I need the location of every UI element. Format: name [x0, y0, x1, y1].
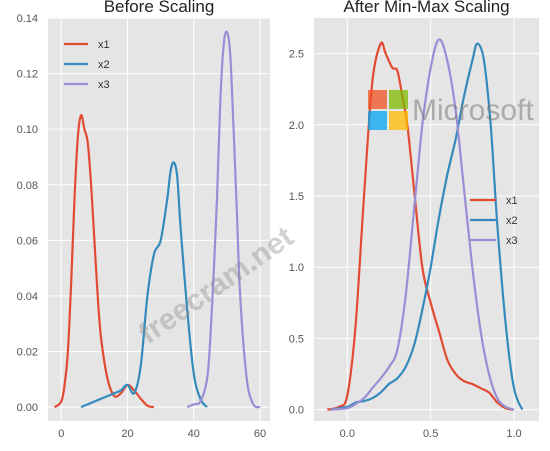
- y-tick-label: 0.5: [289, 333, 304, 345]
- microsoft-logo-icon: [368, 90, 408, 130]
- y-tick-label: 0.14: [17, 13, 38, 25]
- x-tick-label: 20: [121, 428, 133, 440]
- y-tick-label: 0.06: [17, 235, 38, 247]
- y-tick-label: 0.10: [17, 124, 38, 136]
- legend-label-x2: x2: [506, 215, 518, 227]
- series-line-x3: [186, 30, 261, 409]
- tick-labels-before: 0.00 0.02 0.04 0.06 0.08 0.10 0.12 0.14 0 20 40 60: [17, 13, 267, 440]
- legend-label-x3: x3: [506, 235, 518, 247]
- series-lines-after: [327, 38, 524, 411]
- legend-label-x3: x3: [98, 79, 110, 91]
- x-tick-label: 0.0: [340, 428, 355, 440]
- y-tick-label: 1.5: [289, 191, 304, 203]
- series-line-x3: [330, 38, 515, 411]
- chart-title-before: Before Scaling: [104, 0, 215, 16]
- y-tick-label: 2.0: [289, 120, 304, 132]
- x-tick-label: 40: [188, 428, 200, 440]
- logo-square-blue: [368, 111, 387, 130]
- legend-label-x1: x1: [506, 195, 518, 207]
- y-tick-label: 0.00: [17, 402, 38, 414]
- legend-after: x1 x2 x3: [470, 195, 518, 247]
- before-scaling-chart: 0.000.020.040.060.080.100.120.140 20 40 60 …: [17, 0, 270, 440]
- x-tick-label: 1.0: [506, 428, 521, 440]
- plot-area-after: [314, 18, 539, 421]
- after-scaling-chart: 0.0 0.5 1.0 1.5 2.0 2.5 0.0 0.5 1.0 After Min-Ma…: [289, 0, 539, 440]
- legend-label-x2: x2: [98, 59, 110, 71]
- legend-label-x1: x1: [98, 39, 110, 51]
- series-line-x1: [327, 41, 515, 411]
- logo-square-green: [389, 90, 408, 109]
- series-line-x1: [53, 114, 155, 409]
- series-lines-before: [53, 30, 261, 409]
- y-tick-label: 0.12: [17, 69, 38, 81]
- y-tick-label: 0.04: [17, 291, 38, 303]
- plot-area-before: [48, 18, 270, 421]
- x-tick-label: 0.5: [423, 428, 438, 440]
- y-tick-label: 0.0: [289, 405, 304, 417]
- grid-after: [314, 18, 539, 421]
- x-tick-label: 60: [254, 428, 266, 440]
- logo-square-red: [368, 90, 387, 109]
- logo-square-yellow: [389, 111, 408, 130]
- x-tick-label: 0: [58, 428, 64, 440]
- tick-labels-after: 0.0 0.5 1.0 1.5 2.0 2.5 0.0 0.5 1.0: [289, 49, 522, 440]
- chart-title-after: After Min-Max Scaling: [343, 0, 509, 16]
- watermark-brand: Microsoft: [412, 94, 534, 127]
- y-tick-label: 1.0: [289, 262, 304, 274]
- series-line-x2: [330, 42, 524, 411]
- y-tick-label: 0.08: [17, 180, 38, 192]
- series-line-x2: [80, 161, 208, 409]
- legend-before: x1 x2 x3: [64, 39, 110, 91]
- grid-before: [48, 17, 270, 421]
- y-tick-label: 0.02: [17, 347, 38, 359]
- y-tick-label: 2.5: [289, 49, 304, 61]
